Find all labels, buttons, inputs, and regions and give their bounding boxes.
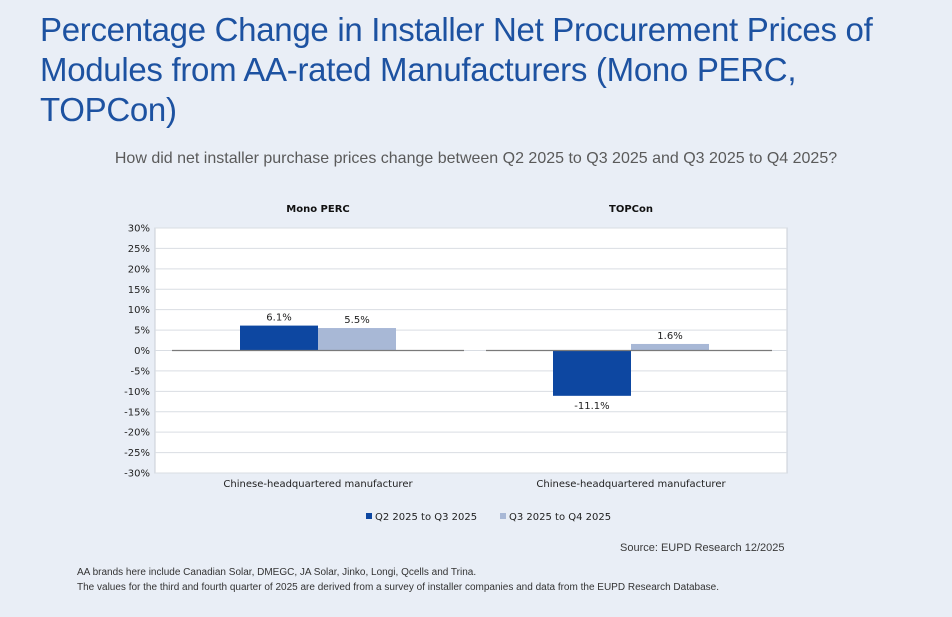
y-tick-label: -15% bbox=[124, 407, 150, 418]
data-label: 5.5% bbox=[344, 315, 369, 326]
footnote-brands: AA brands here include Canadian Solar, D… bbox=[77, 567, 477, 578]
legend-swatch bbox=[500, 513, 506, 519]
bars bbox=[240, 325, 709, 396]
y-tick-label: -5% bbox=[131, 366, 150, 377]
bar bbox=[631, 343, 709, 351]
y-tick-label: 5% bbox=[134, 326, 150, 337]
chart-subtitle: How did net installer purchase prices ch… bbox=[114, 150, 838, 167]
legend: Q2 2025 to Q3 2025 Q3 2025 to Q4 2025 bbox=[366, 512, 611, 523]
y-tick-label: -30% bbox=[124, 469, 150, 480]
legend-label: Q2 2025 to Q3 2025 bbox=[375, 512, 477, 523]
panel-title: Mono PERC bbox=[286, 204, 350, 215]
y-tick-label: 10% bbox=[128, 305, 150, 316]
data-label: 1.6% bbox=[657, 331, 682, 342]
x-category-label: Chinese-headquartered manufacturer bbox=[223, 479, 413, 490]
chart-title: Percentage Change in Installer Net Procu… bbox=[40, 11, 873, 128]
y-tick-label: 15% bbox=[128, 285, 150, 296]
source-note: Source: EUPD Research 12/2025 bbox=[620, 542, 785, 554]
bar-chart: Mono PERC TOPCon 30% 25% 20% 15% 10% 5% 0% -5% -1… bbox=[124, 204, 788, 523]
panel-title: TOPCon bbox=[609, 204, 653, 215]
footnotes: AA brands here include Canadian Solar, D… bbox=[77, 565, 719, 595]
y-tick-label: 25% bbox=[128, 244, 150, 255]
y-tick-label: -20% bbox=[124, 428, 150, 439]
y-tick-label: 20% bbox=[128, 264, 150, 275]
y-tick-label: -25% bbox=[124, 448, 150, 459]
x-category-label: Chinese-headquartered manufacturer bbox=[536, 479, 726, 490]
footnote-method: The values for the third and fourth quar… bbox=[77, 582, 720, 593]
y-axis-ticks: 30% 25% 20% 15% 10% 5% 0% -5% -10% -15% -20% -25% -3… bbox=[124, 224, 150, 480]
data-label: 6.1% bbox=[266, 313, 291, 324]
data-label: -11.1% bbox=[574, 401, 609, 412]
bar bbox=[318, 328, 396, 351]
y-tick-label: -10% bbox=[124, 387, 150, 398]
y-tick-label: 0% bbox=[134, 346, 150, 357]
bar bbox=[240, 325, 318, 351]
y-tick-label: 30% bbox=[128, 224, 150, 235]
legend-label: Q3 2025 to Q4 2025 bbox=[509, 512, 611, 523]
bar bbox=[553, 350, 631, 396]
legend-swatch bbox=[366, 513, 372, 519]
